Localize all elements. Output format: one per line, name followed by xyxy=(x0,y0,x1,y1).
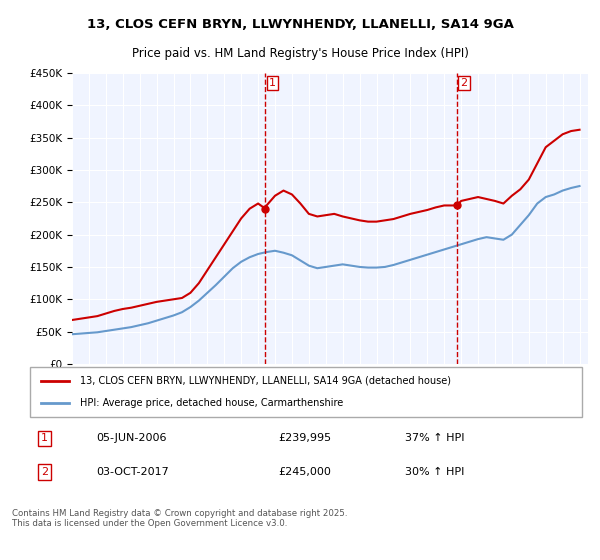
Text: £245,000: £245,000 xyxy=(278,467,331,477)
Text: Price paid vs. HM Land Registry's House Price Index (HPI): Price paid vs. HM Land Registry's House … xyxy=(131,48,469,60)
Text: HPI: Average price, detached house, Carmarthenshire: HPI: Average price, detached house, Carm… xyxy=(80,398,343,408)
FancyBboxPatch shape xyxy=(30,367,582,417)
Text: Contains HM Land Registry data © Crown copyright and database right 2025.
This d: Contains HM Land Registry data © Crown c… xyxy=(12,509,347,529)
Text: 2: 2 xyxy=(460,78,467,88)
Text: 13, CLOS CEFN BRYN, LLWYNHENDY, LLANELLI, SA14 9GA (detached house): 13, CLOS CEFN BRYN, LLWYNHENDY, LLANELLI… xyxy=(80,376,451,386)
Text: 1: 1 xyxy=(269,78,276,88)
Text: 37% ↑ HPI: 37% ↑ HPI xyxy=(406,433,465,444)
Text: 05-JUN-2006: 05-JUN-2006 xyxy=(96,433,167,444)
Text: £239,995: £239,995 xyxy=(278,433,332,444)
Text: 03-OCT-2017: 03-OCT-2017 xyxy=(96,467,169,477)
Text: 30% ↑ HPI: 30% ↑ HPI xyxy=(406,467,465,477)
Text: 2: 2 xyxy=(41,467,48,477)
Text: 1: 1 xyxy=(41,433,48,444)
Text: 13, CLOS CEFN BRYN, LLWYNHENDY, LLANELLI, SA14 9GA: 13, CLOS CEFN BRYN, LLWYNHENDY, LLANELLI… xyxy=(86,18,514,31)
